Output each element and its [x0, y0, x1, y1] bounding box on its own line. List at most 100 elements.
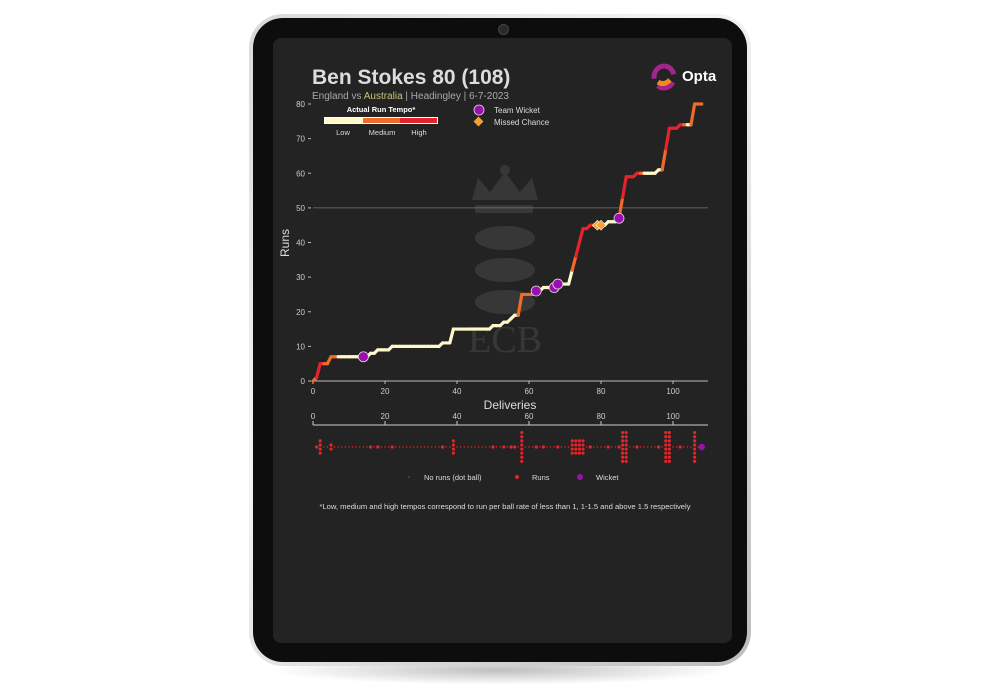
run-dot	[624, 431, 628, 435]
run-dot	[390, 445, 394, 449]
run-dot	[520, 459, 524, 463]
strip-x-tick-label: 20	[381, 412, 390, 421]
dot-ball	[341, 446, 343, 448]
missed-chance-legend-label: Missed Chance	[494, 118, 550, 127]
dot-ball	[647, 446, 649, 448]
dot-ball	[675, 446, 678, 448]
run-line-segment	[448, 327, 455, 345]
tempo-high-swatch	[400, 118, 437, 123]
y-tick-label: 40	[296, 239, 305, 248]
run-dot	[520, 451, 524, 455]
run-dot	[667, 431, 672, 435]
dot-ball	[427, 446, 429, 448]
run-dot	[664, 431, 668, 435]
run-line-segment	[689, 102, 697, 127]
tempo-low-swatch	[325, 118, 363, 123]
run-dot	[624, 447, 628, 451]
dot-ball	[337, 446, 339, 448]
run-dot	[635, 445, 639, 449]
dot-ball	[474, 446, 476, 448]
dot-ball	[449, 446, 451, 448]
run-dot	[693, 435, 697, 439]
dot-ball	[366, 446, 368, 448]
run-line-segment	[577, 227, 585, 245]
x-tick-label: 40	[453, 387, 462, 396]
run-dot	[664, 443, 668, 447]
dot-ball	[603, 446, 606, 448]
run-dot	[621, 451, 625, 455]
run-dot	[315, 445, 319, 449]
dot-ball	[362, 446, 365, 448]
runs-legend-icon	[515, 475, 519, 479]
dot-ball	[524, 446, 527, 448]
y-tick-label: 30	[296, 273, 305, 282]
dot-ball	[517, 446, 519, 448]
run-dot	[667, 459, 672, 463]
run-line-segment	[660, 147, 668, 172]
missed-chance-legend-icon	[473, 116, 484, 127]
run-dot	[624, 455, 628, 459]
dot-ball	[539, 446, 541, 448]
dot-ball	[463, 446, 465, 448]
x-tick-label: 60	[525, 387, 534, 396]
run-line-segment	[620, 175, 628, 200]
run-dot	[318, 443, 322, 447]
run-dot	[624, 435, 628, 439]
run-dot	[664, 451, 668, 455]
run-dot	[581, 451, 585, 455]
team-wicket-marker	[613, 212, 625, 224]
dot-ball	[423, 446, 426, 448]
dot-ball	[546, 446, 548, 448]
run-dot	[581, 439, 585, 443]
run-dot	[621, 435, 625, 439]
y-tick-label: 60	[296, 169, 305, 178]
run-dot	[621, 443, 625, 447]
y-tick-label: 50	[296, 204, 305, 213]
dot-ball	[348, 446, 350, 448]
run-dot	[570, 439, 574, 443]
run-dot	[570, 447, 574, 451]
logo-text: Opta	[682, 68, 717, 85]
run-dot	[451, 439, 455, 443]
dismissal-dot	[698, 443, 705, 451]
run-dot	[664, 459, 668, 463]
dot-ball	[387, 446, 390, 448]
tempo-medium-label: Medium	[369, 128, 396, 137]
dot-ball-legend-label: No runs (dot ball)	[424, 473, 482, 482]
run-dot	[678, 445, 682, 449]
dot-ball	[459, 446, 462, 448]
run-dot	[318, 451, 322, 455]
x-tick-label: 0	[311, 387, 316, 396]
run-dot	[577, 439, 582, 443]
run-dot	[693, 431, 697, 435]
tempo-medium-swatch	[363, 118, 400, 123]
dot-ball	[481, 446, 483, 448]
strip-x-tick-label: 0	[311, 412, 316, 421]
tempo-low-label: Low	[336, 128, 350, 137]
dot-ball-legend-icon	[408, 476, 410, 478]
run-dot	[624, 451, 628, 455]
dot-ball	[488, 446, 491, 448]
run-dot	[329, 447, 333, 451]
strip-x-tick-label: 100	[666, 412, 680, 421]
dot-ball	[438, 446, 440, 448]
dot-ball	[614, 446, 617, 448]
run-dot	[667, 447, 672, 451]
page-title: Ben Stokes 80 (108)	[312, 66, 510, 89]
tempo-high-label: High	[411, 128, 426, 137]
run-dot	[502, 445, 506, 449]
dot-ball	[506, 446, 509, 448]
dot-ball	[416, 446, 419, 448]
dot-ball	[373, 446, 375, 448]
strip-x-tick-label: 60	[525, 412, 534, 421]
run-dot	[693, 443, 697, 447]
run-dot	[664, 447, 668, 451]
run-dot	[693, 439, 697, 443]
y-tick-label: 20	[296, 308, 305, 317]
innings-progression-chart: ECB Ben Stokes 80 (108) England vs Austr…	[278, 63, 717, 511]
run-dot	[556, 445, 560, 449]
subtitle: England vs Australia | Headingley | 6-7-…	[312, 91, 509, 102]
dot-ball	[495, 446, 498, 448]
dot-ball	[632, 446, 635, 448]
dot-ball	[672, 446, 674, 448]
